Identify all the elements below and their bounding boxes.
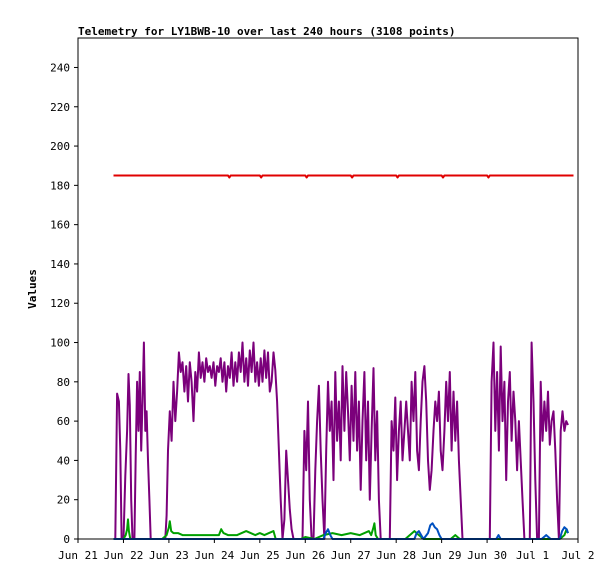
y-tick-label: 200 bbox=[50, 140, 70, 153]
y-tick-label: 0 bbox=[63, 533, 70, 546]
y-tick-label: 240 bbox=[50, 61, 70, 74]
y-tick-label: 60 bbox=[57, 415, 70, 428]
x-tick-label: Jun 22 bbox=[104, 549, 144, 562]
y-tick-label: 120 bbox=[50, 297, 70, 310]
x-tick-label: Jun 27 bbox=[331, 549, 371, 562]
chart-title: Telemetry for LY1BWB-10 over last 240 ho… bbox=[78, 25, 456, 38]
x-tick-label: Jun 24 bbox=[194, 549, 234, 562]
y-axis-ticks: 0 20 40 60 80 100 120 140 160 180 200 220 240 bbox=[50, 61, 78, 546]
y-tick-label: 220 bbox=[50, 101, 70, 114]
x-tick-label: Jun 26 bbox=[285, 549, 325, 562]
y-tick-label: 140 bbox=[50, 258, 70, 271]
series-line-2 bbox=[113, 341, 569, 540]
x-tick-label: Jun 29 bbox=[422, 549, 462, 562]
y-tick-label: 40 bbox=[57, 454, 70, 467]
x-tick-label: Jun 28 bbox=[376, 549, 416, 562]
series-line-1 bbox=[113, 174, 574, 179]
series-line-4 bbox=[113, 522, 569, 540]
x-tick-label: Jun 23 bbox=[149, 549, 189, 562]
y-axis-label: Values bbox=[26, 269, 39, 309]
x-axis-ticks: Jun 21 Jun 22 Jun 23 Jun 24 Jun 25 Jun 26 Jun … bbox=[58, 539, 595, 562]
x-tick-label: Jul 2 bbox=[561, 549, 594, 562]
y-tick-label: 180 bbox=[50, 179, 70, 192]
y-tick-label: 100 bbox=[50, 337, 70, 350]
y-tick-label: 20 bbox=[57, 494, 70, 507]
x-tick-label: Jul 1 bbox=[516, 549, 549, 562]
series-layer bbox=[113, 174, 574, 540]
x-tick-label: Jun 25 bbox=[240, 549, 280, 562]
plot-frame bbox=[77, 37, 579, 540]
y-tick-label: 80 bbox=[57, 376, 70, 389]
x-tick-label: Jun 30 bbox=[467, 549, 507, 562]
y-tick-label: 160 bbox=[50, 219, 70, 232]
x-tick-label: Jun 21 bbox=[58, 549, 98, 562]
